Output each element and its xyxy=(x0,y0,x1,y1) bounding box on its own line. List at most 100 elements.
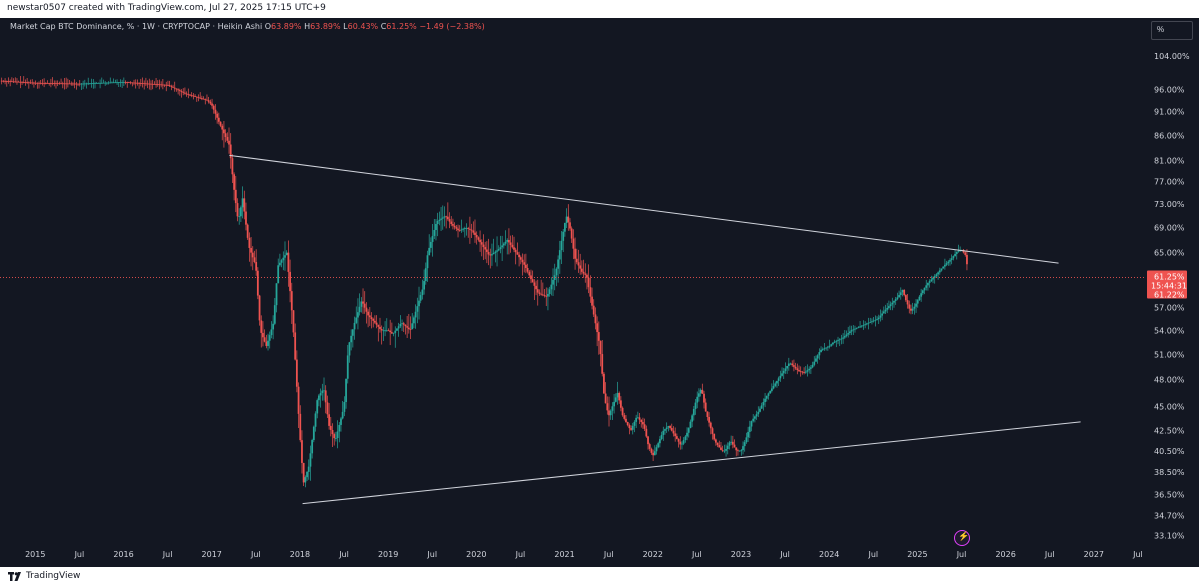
candle-body xyxy=(843,336,846,338)
candle-body xyxy=(367,311,370,316)
candle-body xyxy=(811,364,814,368)
candle-body xyxy=(677,438,680,442)
candle-body xyxy=(957,250,960,252)
candle-body xyxy=(894,299,897,301)
candle-body xyxy=(901,289,904,293)
candle-body xyxy=(558,250,561,260)
percent-scale-button[interactable]: % xyxy=(1151,21,1193,40)
candle-body xyxy=(182,91,185,93)
candle-body xyxy=(847,333,850,335)
candle-body xyxy=(533,282,536,286)
candle-body xyxy=(189,94,191,96)
candle-body xyxy=(234,189,237,204)
candle-body xyxy=(842,337,845,339)
candle-body xyxy=(731,441,734,445)
candle-body xyxy=(793,365,795,367)
candle-body xyxy=(226,137,229,141)
candle-body xyxy=(674,433,677,437)
candle-body xyxy=(255,262,258,271)
candle-body xyxy=(867,322,870,324)
candle-body xyxy=(117,82,120,83)
candle-body xyxy=(295,359,298,387)
y-tick-label: 65.00% xyxy=(1154,249,1185,258)
candle-body xyxy=(270,329,273,336)
candle-body xyxy=(302,462,305,483)
candle-body xyxy=(837,340,839,341)
candle-body xyxy=(653,451,656,456)
candle-body xyxy=(706,411,709,417)
candle-body xyxy=(828,345,831,347)
candle-body xyxy=(799,371,802,373)
legend-high-key: H xyxy=(304,22,311,31)
candle-body xyxy=(521,259,524,263)
candle-body xyxy=(41,82,44,84)
candle-body xyxy=(423,281,425,290)
candle-body xyxy=(238,216,241,218)
y-tick-label: 96.00% xyxy=(1154,85,1185,94)
candle-body xyxy=(429,241,432,248)
candle-body xyxy=(818,352,821,356)
candle-body xyxy=(767,393,770,396)
footer-brand: TradingView xyxy=(26,571,81,581)
candle-body xyxy=(273,305,276,324)
candle-body xyxy=(97,82,100,84)
candle-body xyxy=(138,82,141,84)
candle-body xyxy=(552,279,554,285)
candle-body xyxy=(631,425,634,430)
candle-body xyxy=(910,308,912,311)
candle-body xyxy=(548,289,551,294)
candle-body xyxy=(155,84,157,85)
candle-body xyxy=(681,443,683,445)
candle-body xyxy=(306,471,308,478)
candle-body xyxy=(502,243,505,246)
candle-body xyxy=(757,411,760,415)
candle-body xyxy=(323,390,325,392)
candle-body xyxy=(411,323,414,330)
candle-body xyxy=(99,82,101,84)
candle-body xyxy=(399,323,402,327)
candle-body xyxy=(10,81,13,83)
candle-body xyxy=(219,121,222,126)
chart-panel[interactable] xyxy=(0,18,1199,567)
candle-body xyxy=(823,348,826,350)
candle-body xyxy=(309,453,312,467)
candle-body xyxy=(658,439,661,444)
candle-body xyxy=(187,94,190,95)
candle-body xyxy=(343,402,346,412)
x-tick-label: Jul xyxy=(162,550,173,559)
candle-body xyxy=(855,327,858,329)
candle-body xyxy=(19,81,22,83)
candle-body xyxy=(416,306,419,312)
candle-body xyxy=(664,429,666,431)
x-tick-label: 2015 xyxy=(25,550,45,559)
candle-body xyxy=(168,85,171,87)
candle-body xyxy=(167,84,169,86)
candle-body xyxy=(380,328,383,331)
candle-body xyxy=(294,332,297,360)
candle-body xyxy=(720,447,722,450)
candle-body xyxy=(299,413,302,441)
candle-body xyxy=(614,397,617,402)
candle-body xyxy=(217,117,220,122)
candle-body xyxy=(609,410,612,416)
candle-body xyxy=(531,279,534,283)
x-tick-label: Jul xyxy=(1132,550,1143,559)
candle-body xyxy=(72,83,74,85)
lightning-icon[interactable]: ⚡ xyxy=(954,530,970,546)
candle-body xyxy=(60,83,62,85)
candle-body xyxy=(382,330,385,332)
candle-body xyxy=(765,395,768,399)
candle-body xyxy=(114,82,117,84)
candle-body xyxy=(904,295,907,301)
candle-body xyxy=(633,421,636,426)
candle-body xyxy=(888,306,890,308)
candle-body xyxy=(284,255,286,258)
candle-body xyxy=(545,295,548,297)
candle-body xyxy=(467,228,470,229)
candle-body xyxy=(708,416,710,423)
candle-body xyxy=(648,444,651,449)
candle-body xyxy=(465,228,468,229)
candle-body xyxy=(85,83,88,85)
